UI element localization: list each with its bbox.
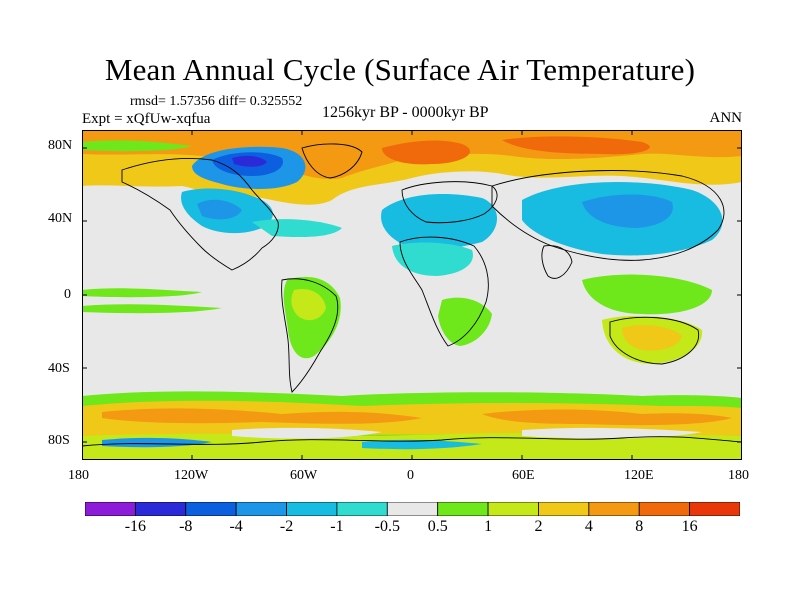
canada-cold-inner <box>232 155 267 167</box>
x-tick-label: 0 <box>407 468 414 483</box>
colorbar-label: 2 <box>534 518 543 535</box>
y-tick-label: 80S <box>48 433 70 448</box>
y-tick-label: 40S <box>48 361 70 376</box>
colorbar-label: -2 <box>279 518 294 535</box>
coast-asia <box>491 170 725 261</box>
southern-ocean-orange-2 <box>482 409 732 426</box>
europe-cool <box>381 194 497 250</box>
barents-red <box>502 136 650 155</box>
colorbar-label: 0.5 <box>427 518 448 535</box>
antarctic-grey-2 <box>522 427 702 439</box>
period-label: 1256kyr BP - 0000kyr BP <box>322 104 489 121</box>
australia-inner <box>622 325 682 351</box>
colorbar-swatch <box>437 501 489 517</box>
north-america-core <box>197 199 242 220</box>
colorbar-swatch <box>84 501 136 517</box>
equator-band-2 <box>82 304 222 314</box>
maritime-warm <box>582 274 712 315</box>
atlantic-cool <box>252 219 342 238</box>
plot-title: Mean Annual Cycle (Surface Air Temperatu… <box>104 52 696 87</box>
colorbar-swatch <box>487 501 539 517</box>
y-tick-label: 40N <box>48 211 73 226</box>
colorbar-swatch <box>134 501 187 517</box>
coast-india <box>541 245 573 279</box>
stats-line: rmsd= 1.57356 diff= 0.325552 <box>130 94 303 109</box>
southern-ocean-orange <box>102 408 422 424</box>
map-ticks <box>82 130 742 460</box>
sahara-cool <box>392 242 473 276</box>
colorbar-swatch <box>386 501 439 517</box>
colorbar-label: -16 <box>124 518 147 535</box>
colorbar-label: 16 <box>681 518 698 535</box>
x-tick-label: 60W <box>290 468 318 483</box>
experiment-label: Expt = xQfUw-xqfua <box>82 111 211 127</box>
antarctic-grey <box>232 427 382 439</box>
colorbar-label: 4 <box>584 518 593 535</box>
colorbar-label: 1 <box>484 518 493 535</box>
x-tick-label: 120W <box>174 468 209 483</box>
x-tick-label: 60E <box>512 468 535 483</box>
coast-antarctica <box>82 436 742 447</box>
x-tick-label: 180 <box>68 468 89 483</box>
south-america-yellow <box>291 288 326 321</box>
coast-europe <box>401 181 498 224</box>
colorbar-swatch <box>638 501 691 517</box>
siberia-red <box>382 140 471 165</box>
africa-warm <box>438 297 492 346</box>
colorbar-label: -4 <box>229 518 243 535</box>
coastlines <box>82 143 742 447</box>
y-tick-label: 80N <box>48 138 73 153</box>
colorbar-swatch <box>235 501 287 517</box>
y-tick-label: 0 <box>64 287 71 302</box>
temperature-anomaly-map <box>82 130 742 460</box>
colorbar-swatch <box>286 501 338 517</box>
coast-greenland <box>301 143 363 179</box>
colorbar-label: -1 <box>330 518 344 535</box>
colorbar-swatch <box>185 501 237 517</box>
coast-south-america <box>281 278 339 393</box>
colorbar-label: -0.5 <box>374 518 400 535</box>
asia-core <box>582 194 673 228</box>
colorbar-swatch <box>336 501 388 517</box>
coast-africa <box>399 236 489 347</box>
arctic-green <box>82 140 192 152</box>
equator-band <box>82 288 202 298</box>
colorbar <box>84 501 741 517</box>
colorbar-swatches <box>84 501 741 517</box>
colorbar-swatch <box>538 501 590 517</box>
x-tick-label: 120E <box>624 468 654 483</box>
coast-australia <box>609 316 700 365</box>
season-label: ANN <box>709 110 743 126</box>
colorbar-label: -8 <box>179 518 193 535</box>
colorbar-label: 8 <box>635 518 644 535</box>
antarctic-cool-2 <box>362 439 482 450</box>
antarctic-cool <box>102 437 212 448</box>
x-tick-label: 180 <box>728 468 749 483</box>
coast-north-america <box>121 158 279 271</box>
colorbar-swatch <box>588 501 640 517</box>
colorbar-swatch <box>689 501 741 517</box>
